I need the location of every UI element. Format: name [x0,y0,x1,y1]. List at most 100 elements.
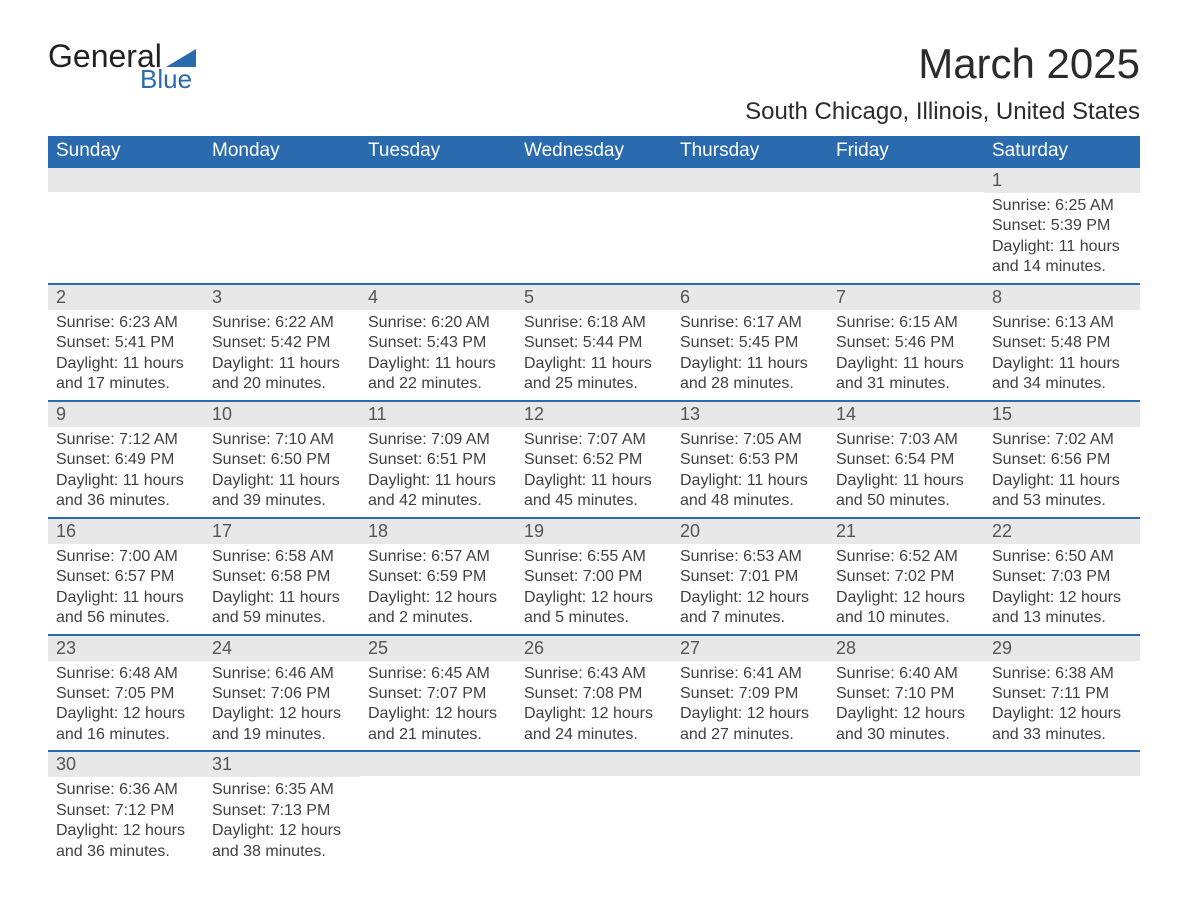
day-number: 7 [828,285,984,310]
sunrise-line: Sunrise: 6:40 AM [836,664,976,684]
sunrise-line: Sunrise: 6:25 AM [992,196,1132,216]
sunrise-line: Sunrise: 6:13 AM [992,313,1132,333]
sunset-line: Sunset: 5:39 PM [992,216,1132,236]
calendar-day-cell: 1Sunrise: 6:25 AMSunset: 5:39 PMDaylight… [984,167,1140,284]
calendar-day-cell: 12Sunrise: 7:07 AMSunset: 6:52 PMDayligh… [516,401,672,518]
day-details: Sunrise: 6:57 AMSunset: 6:59 PMDaylight:… [360,544,516,634]
daylight-line: Daylight: 12 hours [56,704,196,724]
daylight-line-2: and 36 minutes. [56,491,196,511]
daylight-line-2: and 25 minutes. [524,374,664,394]
sunset-line: Sunset: 5:42 PM [212,333,352,353]
calendar-week-row: 1Sunrise: 6:25 AMSunset: 5:39 PMDaylight… [48,167,1140,284]
day-details: Sunrise: 7:02 AMSunset: 6:56 PMDaylight:… [984,427,1140,517]
sunrise-line: Sunrise: 6:20 AM [368,313,508,333]
day-number-bar [516,752,672,776]
daylight-line: Daylight: 11 hours [368,471,508,491]
day-details: Sunrise: 6:40 AMSunset: 7:10 PMDaylight:… [828,661,984,751]
daylight-line: Daylight: 12 hours [368,588,508,608]
sunset-line: Sunset: 6:54 PM [836,450,976,470]
weekday-header: Thursday [672,136,828,167]
sunrise-line: Sunrise: 6:53 AM [680,547,820,567]
weekday-header: Wednesday [516,136,672,167]
calendar-day-cell: 15Sunrise: 7:02 AMSunset: 6:56 PMDayligh… [984,401,1140,518]
day-details: Sunrise: 6:53 AMSunset: 7:01 PMDaylight:… [672,544,828,634]
calendar-day-cell: 7Sunrise: 6:15 AMSunset: 5:46 PMDaylight… [828,284,984,401]
sunrise-line: Sunrise: 6:46 AM [212,664,352,684]
daylight-line: Daylight: 11 hours [212,588,352,608]
day-number-bar [48,168,204,192]
daylight-line-2: and 2 minutes. [368,608,508,628]
day-number: 21 [828,519,984,544]
daylight-line: Daylight: 12 hours [836,588,976,608]
day-details: Sunrise: 6:22 AMSunset: 5:42 PMDaylight:… [204,310,360,400]
daylight-line-2: and 39 minutes. [212,491,352,511]
daylight-line: Daylight: 12 hours [992,588,1132,608]
sunset-line: Sunset: 7:00 PM [524,567,664,587]
day-number: 22 [984,519,1140,544]
calendar-day-cell: 10Sunrise: 7:10 AMSunset: 6:50 PMDayligh… [204,401,360,518]
calendar-day-cell: 26Sunrise: 6:43 AMSunset: 7:08 PMDayligh… [516,635,672,752]
daylight-line: Daylight: 11 hours [212,471,352,491]
daylight-line: Daylight: 12 hours [992,704,1132,724]
calendar-day-cell: 2Sunrise: 6:23 AMSunset: 5:41 PMDaylight… [48,284,204,401]
daylight-line-2: and 42 minutes. [368,491,508,511]
calendar-day-cell: 17Sunrise: 6:58 AMSunset: 6:58 PMDayligh… [204,518,360,635]
sunset-line: Sunset: 6:58 PM [212,567,352,587]
day-details: Sunrise: 6:13 AMSunset: 5:48 PMDaylight:… [984,310,1140,400]
daylight-line-2: and 33 minutes. [992,725,1132,745]
calendar-day-cell [204,167,360,284]
day-number: 23 [48,636,204,661]
day-number: 28 [828,636,984,661]
daylight-line-2: and 50 minutes. [836,491,976,511]
calendar-week-row: 9Sunrise: 7:12 AMSunset: 6:49 PMDaylight… [48,401,1140,518]
daylight-line-2: and 16 minutes. [56,725,196,745]
day-number: 4 [360,285,516,310]
daylight-line: Daylight: 11 hours [56,588,196,608]
sunset-line: Sunset: 5:48 PM [992,333,1132,353]
daylight-line-2: and 48 minutes. [680,491,820,511]
daylight-line-2: and 45 minutes. [524,491,664,511]
sunrise-line: Sunrise: 6:48 AM [56,664,196,684]
page-title: March 2025 [745,40,1140,88]
day-number: 19 [516,519,672,544]
calendar-week-row: 2Sunrise: 6:23 AMSunset: 5:41 PMDaylight… [48,284,1140,401]
day-details: Sunrise: 6:23 AMSunset: 5:41 PMDaylight:… [48,310,204,400]
calendar-day-cell: 16Sunrise: 7:00 AMSunset: 6:57 PMDayligh… [48,518,204,635]
calendar-day-cell [828,167,984,284]
daylight-line: Daylight: 11 hours [56,354,196,374]
day-number: 16 [48,519,204,544]
calendar-day-cell [516,167,672,284]
calendar-day-cell: 18Sunrise: 6:57 AMSunset: 6:59 PMDayligh… [360,518,516,635]
sunrise-line: Sunrise: 7:07 AM [524,430,664,450]
day-number: 15 [984,402,1140,427]
daylight-line-2: and 7 minutes. [680,608,820,628]
sunrise-line: Sunrise: 6:22 AM [212,313,352,333]
daylight-line: Daylight: 12 hours [680,704,820,724]
day-number: 29 [984,636,1140,661]
sunrise-line: Sunrise: 6:15 AM [836,313,976,333]
sunset-line: Sunset: 5:41 PM [56,333,196,353]
day-number-bar [984,752,1140,776]
sunset-line: Sunset: 6:50 PM [212,450,352,470]
sunrise-line: Sunrise: 6:55 AM [524,547,664,567]
day-details: Sunrise: 6:35 AMSunset: 7:13 PMDaylight:… [204,777,360,867]
daylight-line: Daylight: 11 hours [992,237,1132,257]
calendar-day-cell [828,751,984,867]
daylight-line: Daylight: 12 hours [680,588,820,608]
day-number: 31 [204,752,360,777]
day-number-bar [672,168,828,192]
day-number-bar [204,168,360,192]
daylight-line: Daylight: 12 hours [56,821,196,841]
weekday-header: Tuesday [360,136,516,167]
day-details: Sunrise: 6:55 AMSunset: 7:00 PMDaylight:… [516,544,672,634]
daylight-line-2: and 53 minutes. [992,491,1132,511]
sunset-line: Sunset: 7:12 PM [56,801,196,821]
day-number: 27 [672,636,828,661]
sunset-line: Sunset: 6:52 PM [524,450,664,470]
sunrise-line: Sunrise: 6:18 AM [524,313,664,333]
weekday-header: Saturday [984,136,1140,167]
calendar-week-row: 16Sunrise: 7:00 AMSunset: 6:57 PMDayligh… [48,518,1140,635]
calendar-day-cell: 5Sunrise: 6:18 AMSunset: 5:44 PMDaylight… [516,284,672,401]
daylight-line-2: and 24 minutes. [524,725,664,745]
day-number: 11 [360,402,516,427]
